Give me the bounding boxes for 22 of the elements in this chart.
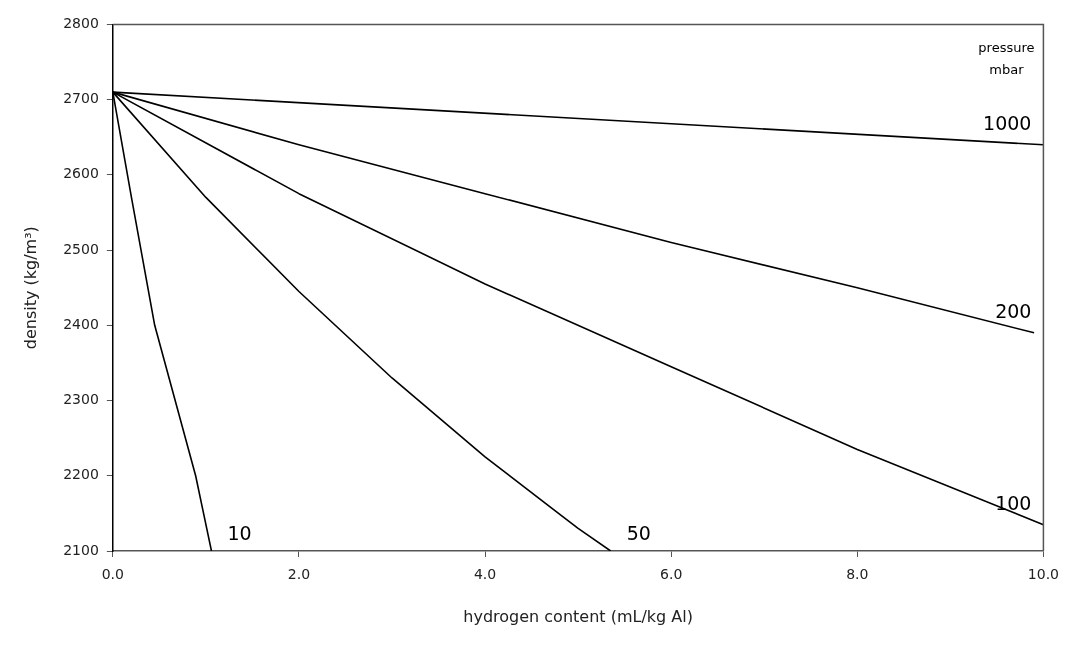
y-axis-title: density (kg/m³) [20, 226, 40, 350]
y-tick-label: 2800 [63, 15, 99, 32]
series-label: 1000 [983, 112, 1032, 135]
series-label: 10 [227, 522, 252, 545]
y-tick-label: 2100 [63, 541, 99, 558]
y-tick-label: 2300 [63, 391, 99, 408]
x-tick-label: 4.0 [473, 566, 497, 583]
series-label: 100 [995, 492, 1032, 515]
y-tick-label: 2700 [63, 90, 99, 107]
x-axis-title: hydrogen content (mL/kg Al) [463, 606, 693, 626]
series-label: 50 [626, 522, 651, 545]
series-label: 200 [995, 300, 1032, 323]
x-tick-label: 10.0 [1027, 566, 1059, 583]
x-tick-label: 0.0 [101, 566, 124, 583]
x-tick-label: 8.0 [846, 566, 869, 583]
legend-title: pressure mbar [978, 40, 1035, 78]
y-tick-label: 2400 [63, 315, 99, 332]
x-tick-label: 2.0 [287, 566, 311, 583]
y-tick-label: 2200 [63, 466, 99, 483]
y-tick-label: 2600 [63, 165, 99, 182]
x-tick-label: 6.0 [660, 566, 683, 583]
y-tick-label: 2500 [63, 240, 99, 257]
